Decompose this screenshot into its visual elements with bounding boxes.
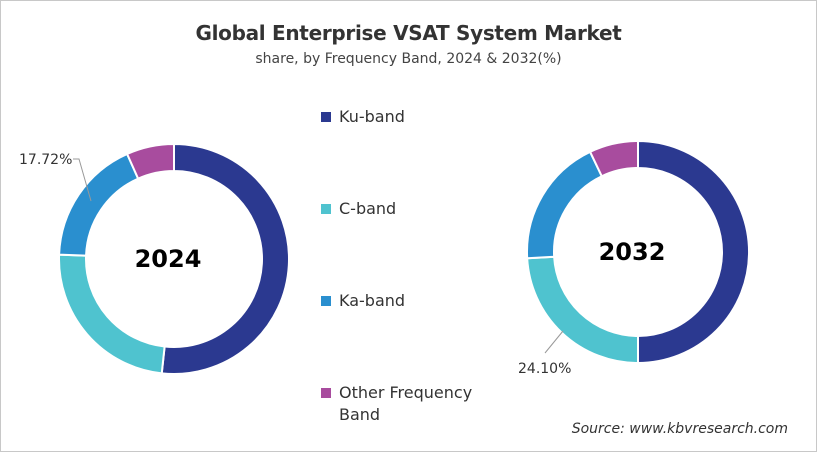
legend-item-other-frequency-band: Other Frequency Band	[321, 382, 491, 426]
donut-slice-c-band	[526, 255, 639, 365]
legend-swatch	[321, 204, 331, 214]
data-label: 17.72%	[19, 152, 72, 168]
donut-slice-ka-band	[526, 150, 604, 260]
donut-slice-ka-band	[58, 152, 140, 257]
donut-center-label: 2024	[135, 245, 202, 273]
donut-slice-other-frequency-band	[125, 142, 175, 180]
chart-subtitle: share, by Frequency Band, 2024 & 2032(%)	[255, 51, 562, 67]
legend-label: Ka-band	[339, 291, 406, 310]
donut-slice-ku-band	[160, 142, 290, 375]
legend-label: C-band	[339, 199, 397, 218]
donut-slice-ku-band	[637, 139, 750, 365]
legend-item-ka-band: Ka-band	[321, 291, 405, 310]
legend-item-c-band: C-band	[321, 199, 396, 218]
chart-title: Global Enterprise VSAT System Market	[195, 21, 622, 45]
legend-label: Ku-band	[339, 107, 405, 126]
data-label-leader-line	[73, 158, 92, 202]
data-label: 24.10%	[518, 361, 571, 377]
legend-swatch	[321, 112, 331, 122]
legend-item-ku-band: Ku-band	[321, 107, 405, 126]
legend-swatch	[321, 296, 331, 306]
legend-label: Other Frequency Band	[339, 383, 473, 424]
source-note: Source: www.kbvresearch.com	[571, 421, 788, 437]
donut-center-label: 2032	[599, 238, 666, 266]
legend-swatch	[321, 388, 331, 398]
donut-slice-other-frequency-band	[588, 139, 639, 178]
data-label-leader-line	[544, 330, 564, 354]
